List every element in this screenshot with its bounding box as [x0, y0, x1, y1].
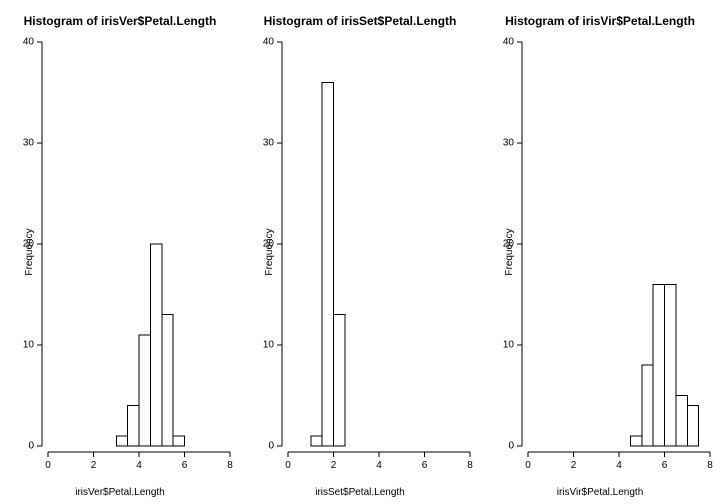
- histogram-bar: [139, 335, 150, 446]
- x-tick-label: 2: [331, 460, 337, 471]
- histogram-bar: [665, 284, 676, 446]
- histogram-panel-1: Histogram of irisSet$Petal.Length Frequen…: [240, 0, 480, 504]
- x-tick-label: 8: [467, 460, 473, 471]
- x-tick-label: 6: [422, 460, 428, 471]
- y-axis-label: Frequency: [264, 228, 275, 275]
- y-tick-label: 30: [263, 138, 275, 149]
- y-tick-label: 0: [268, 441, 274, 452]
- x-tick-label: 8: [707, 460, 713, 471]
- histogram-svg: 01020304002468: [0, 0, 240, 504]
- histogram-bar: [150, 244, 161, 446]
- x-tick-label: 4: [136, 460, 142, 471]
- y-tick-label: 0: [28, 441, 34, 452]
- panel-title: Histogram of irisSet$Petal.Length: [240, 14, 480, 28]
- x-tick-label: 0: [525, 460, 531, 471]
- x-tick-label: 6: [182, 460, 188, 471]
- panel-title: Histogram of irisVer$Petal.Length: [0, 14, 240, 28]
- histogram-bar: [334, 315, 345, 446]
- histogram-bar: [642, 365, 653, 446]
- x-tick-label: 0: [285, 460, 291, 471]
- x-tick-label: 4: [616, 460, 622, 471]
- histogram-panel-2: Histogram of irisVir$Petal.Length Frequen…: [480, 0, 720, 504]
- y-tick-label: 30: [503, 138, 515, 149]
- histogram-bar: [676, 396, 687, 447]
- histogram-bar: [630, 436, 641, 446]
- histogram-svg: 01020304002468: [240, 0, 480, 504]
- y-tick-label: 10: [263, 340, 275, 351]
- x-tick-label: 8: [227, 460, 233, 471]
- y-tick-label: 30: [23, 138, 35, 149]
- histogram-bar: [162, 315, 173, 446]
- histogram-bar: [128, 406, 139, 446]
- x-tick-label: 0: [45, 460, 51, 471]
- x-axis-label: irisSet$Petal.Length: [240, 487, 480, 498]
- y-axis-label: Frequency: [504, 228, 515, 275]
- histogram-bar: [687, 406, 698, 446]
- histogram-bar: [173, 436, 184, 446]
- histogram-bar: [116, 436, 127, 446]
- y-tick-label: 10: [23, 340, 35, 351]
- histogram-svg: 01020304002468: [480, 0, 720, 504]
- panel-title: Histogram of irisVir$Petal.Length: [480, 14, 720, 28]
- x-tick-label: 2: [91, 460, 97, 471]
- y-tick-label: 40: [23, 37, 35, 48]
- histogram-grid: Histogram of irisVer$Petal.Length Frequen…: [0, 0, 720, 504]
- x-tick-label: 2: [571, 460, 577, 471]
- histogram-bar: [311, 436, 322, 446]
- x-tick-label: 6: [662, 460, 668, 471]
- histogram-bar: [653, 284, 664, 446]
- y-tick-label: 10: [503, 340, 515, 351]
- x-axis-label: irisVer$Petal.Length: [0, 487, 240, 498]
- y-tick-label: 40: [503, 37, 515, 48]
- y-axis-label: Frequency: [24, 228, 35, 275]
- x-tick-label: 4: [376, 460, 382, 471]
- x-axis-label: irisVir$Petal.Length: [480, 487, 720, 498]
- y-tick-label: 40: [263, 37, 275, 48]
- histogram-bar: [322, 82, 333, 446]
- histogram-panel-0: Histogram of irisVer$Petal.Length Frequen…: [0, 0, 240, 504]
- y-tick-label: 0: [508, 441, 514, 452]
